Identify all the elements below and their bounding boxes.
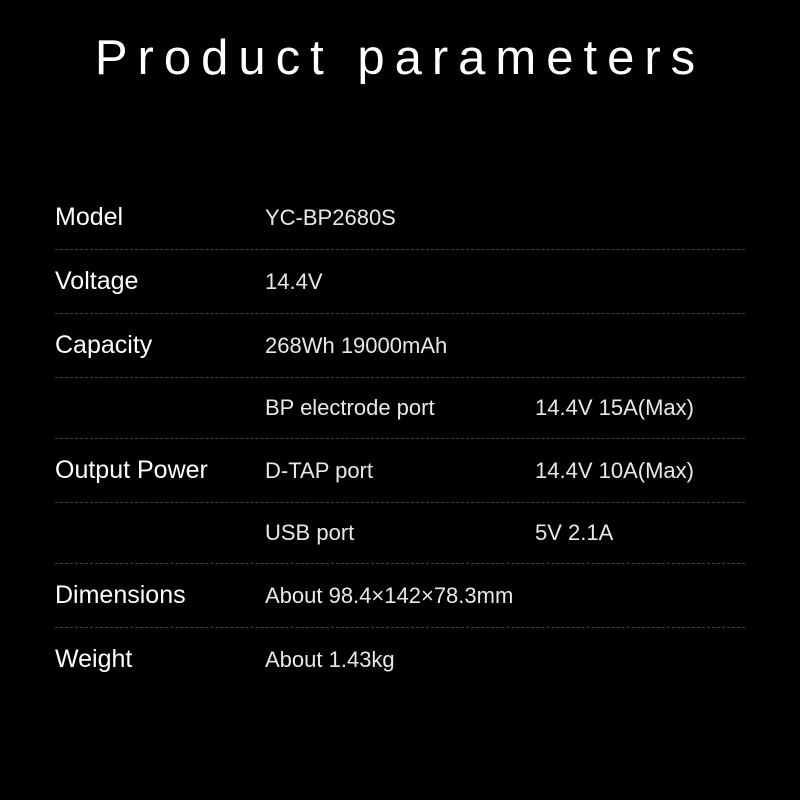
output-port-1-spec: 14.4V 10A(Max) [535, 458, 694, 484]
label-output-power: Output Power [55, 456, 265, 485]
label-voltage: Voltage [55, 267, 265, 296]
spec-container: Product parameters Model YC-BP2680S Volt… [0, 0, 800, 800]
table-row-output-port-0: BP electrode port 14.4V 15A(Max) [55, 378, 745, 439]
table-row-output-port-2: USB port 5V 2.1A [55, 503, 745, 564]
page-title: Product parameters [55, 30, 745, 86]
value-model: YC-BP2680S [265, 205, 745, 231]
output-port-0-spec: 14.4V 15A(Max) [535, 395, 694, 421]
output-port-2-spec: 5V 2.1A [535, 520, 613, 546]
table-row-voltage: Voltage 14.4V [55, 250, 745, 314]
output-port-0-name: BP electrode port [265, 395, 535, 421]
label-capacity: Capacity [55, 331, 265, 360]
label-weight: Weight [55, 645, 265, 674]
label-model: Model [55, 203, 265, 232]
label-dimensions: Dimensions [55, 581, 265, 610]
table-row-dimensions: Dimensions About 98.4×142×78.3mm [55, 564, 745, 628]
spec-table: Model YC-BP2680S Voltage 14.4V Capacity … [55, 186, 745, 691]
output-port-1-name: D-TAP port [265, 458, 535, 484]
value-voltage: 14.4V [265, 269, 745, 295]
output-port-2-name: USB port [265, 520, 535, 546]
table-row-model: Model YC-BP2680S [55, 186, 745, 250]
table-row-weight: Weight About 1.43kg [55, 628, 745, 691]
value-weight: About 1.43kg [265, 647, 745, 673]
table-row-capacity: Capacity 268Wh 19000mAh [55, 314, 745, 378]
value-capacity: 268Wh 19000mAh [265, 333, 745, 359]
value-dimensions: About 98.4×142×78.3mm [265, 583, 745, 609]
table-row-output-port-1: Output Power D-TAP port 14.4V 10A(Max) [55, 439, 745, 503]
